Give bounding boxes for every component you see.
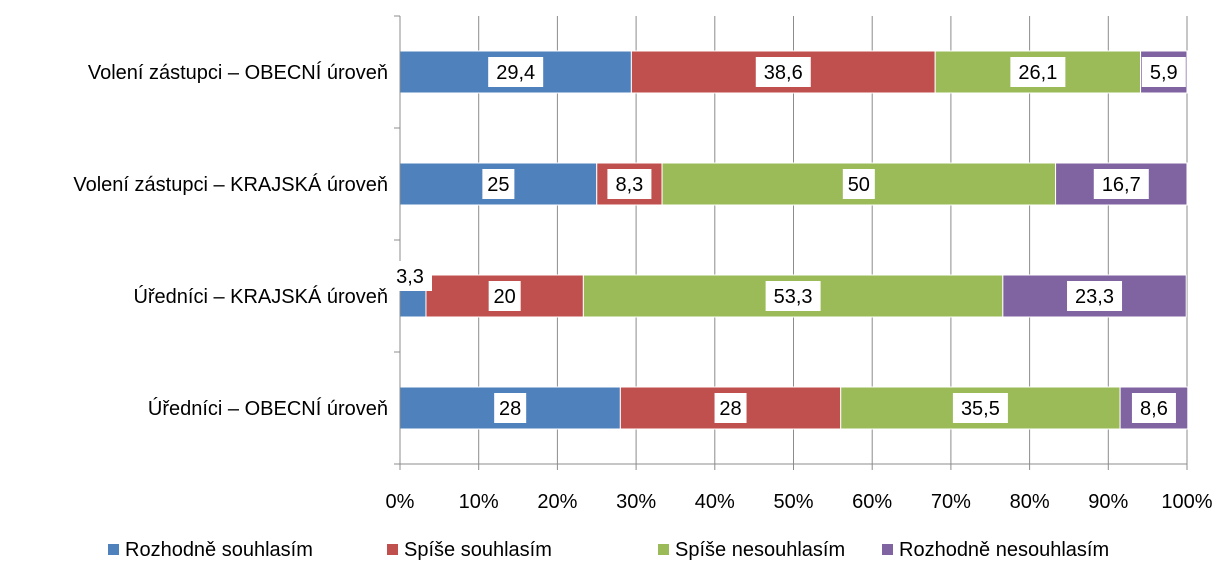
data-label: 38,6	[764, 62, 803, 84]
x-tick-label: 30%	[616, 491, 656, 513]
category-label: Úředníci – KRAJSKÁ úroveň	[133, 285, 388, 308]
x-tick-label: 90%	[1088, 491, 1128, 513]
data-label: 5,9	[1150, 62, 1178, 84]
x-tick-label: 20%	[537, 491, 577, 513]
x-tick-label: 50%	[773, 491, 813, 513]
data-label: 35,5	[961, 398, 1000, 420]
data-label: 8,6	[1140, 398, 1168, 420]
category-label: Volení zástupci – OBECNÍ úroveň	[88, 61, 388, 84]
category-label: Úředníci – OBECNÍ úroveň	[148, 397, 388, 420]
legend-label: Rozhodně nesouhlasím	[899, 539, 1109, 561]
legend-label: Spíše souhlasím	[404, 539, 552, 561]
legend-swatch	[882, 544, 893, 555]
data-label: 29,4	[496, 62, 535, 84]
x-tick-label: 100%	[1161, 491, 1212, 513]
data-label-box	[714, 393, 747, 423]
data-label-box	[1141, 57, 1186, 87]
data-label: 20	[494, 286, 516, 308]
category-label: Volení zástupci – KRAJSKÁ úroveň	[73, 173, 388, 196]
data-label-box	[755, 57, 811, 87]
legend-label: Spíše nesouhlasím	[675, 539, 845, 561]
data-label-box	[488, 57, 544, 87]
data-label: 3,3	[396, 266, 424, 288]
data-label-box	[1010, 57, 1066, 87]
data-label: 25	[487, 174, 509, 196]
x-tick-label: 40%	[695, 491, 735, 513]
data-label-box	[765, 281, 821, 311]
data-label: 16,7	[1102, 174, 1141, 196]
data-label: 50	[848, 174, 870, 196]
x-tick-label: 70%	[931, 491, 971, 513]
x-tick-label: 10%	[459, 491, 499, 513]
data-label-box	[482, 169, 515, 199]
x-tick-label: 60%	[852, 491, 892, 513]
legend-label: Rozhodně souhlasím	[125, 539, 313, 561]
data-label-box	[842, 169, 875, 199]
legend-swatch	[658, 544, 669, 555]
category-labels: Volení zástupci – OBECNÍ úroveň Volení zá…	[73, 61, 388, 420]
data-label: 28	[499, 398, 521, 420]
data-label: 23,3	[1075, 286, 1114, 308]
data-label-box	[388, 261, 432, 291]
legend-swatch	[387, 544, 398, 555]
data-label-box	[1131, 393, 1176, 423]
data-label-box	[1093, 169, 1149, 199]
data-label: 8,3	[616, 174, 644, 196]
data-label-box	[488, 281, 521, 311]
x-tick-label: 0%	[386, 491, 415, 513]
axes	[394, 15, 1188, 470]
data-label: 53,3	[774, 286, 813, 308]
data-labels: 29,4 38,6 26,1 5,9 25 8,3 50 16,7 3,3 20 53,3 23,3 2…	[388, 57, 1186, 423]
data-label-box	[952, 393, 1008, 423]
legend: Rozhodně souhlasím Spíše souhlasím Spíše n…	[108, 539, 1109, 561]
data-label-box	[494, 393, 527, 423]
legend-swatch	[108, 544, 119, 555]
data-label-box	[1067, 281, 1123, 311]
x-tick-label: 80%	[1010, 491, 1050, 513]
data-label: 28	[719, 398, 741, 420]
data-label: 26,1	[1018, 62, 1057, 84]
x-tick-labels: 0% 10% 20% 30% 40% 50% 60% 70% 80% 90% 100%	[386, 491, 1213, 513]
data-label-box	[607, 169, 652, 199]
